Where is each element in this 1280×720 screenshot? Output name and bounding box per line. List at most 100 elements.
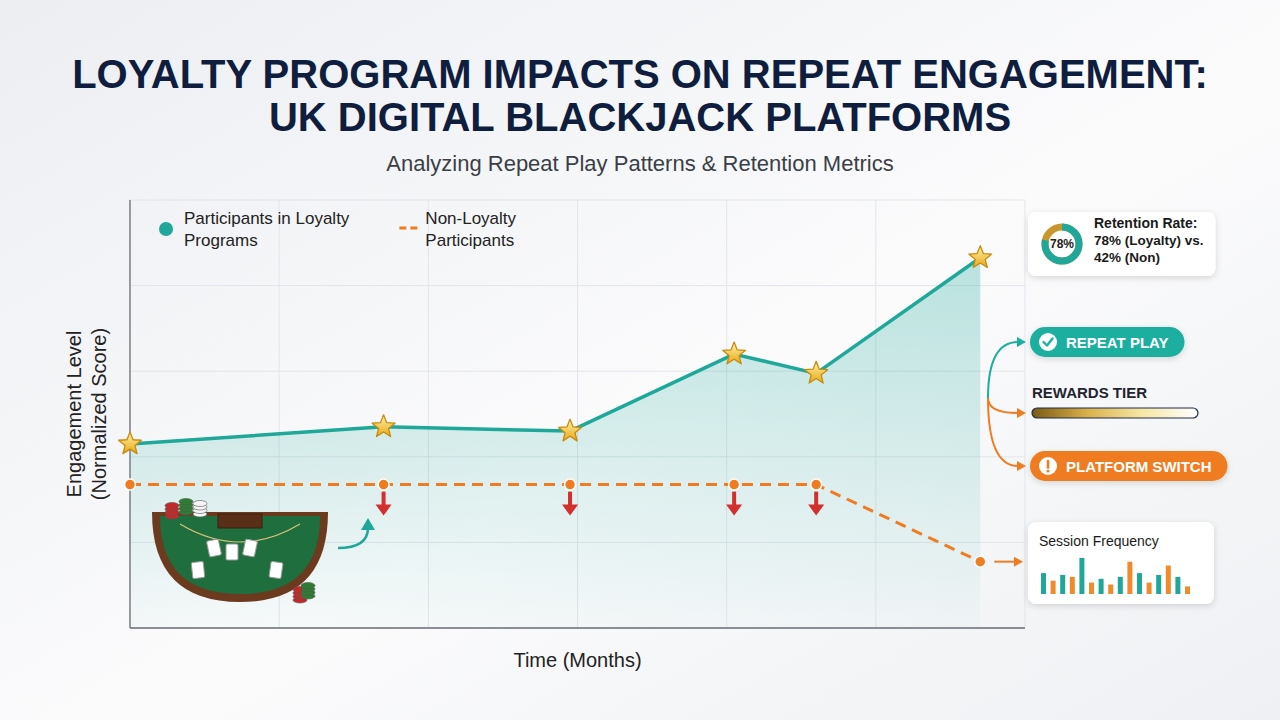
decline-arrow-head — [726, 505, 742, 516]
marker-circle — [975, 556, 986, 567]
outcome-label: REWARDS TIER — [1032, 384, 1147, 401]
marker-star — [969, 246, 992, 268]
session-bar — [1156, 575, 1161, 594]
legend-swatch — [399, 227, 419, 230]
chip — [165, 503, 179, 509]
session-bar — [1166, 566, 1171, 595]
session-bar — [1070, 577, 1075, 594]
marker-star — [372, 415, 395, 437]
connector-head — [1017, 408, 1026, 418]
decline-arrow — [568, 492, 572, 507]
session-bar — [1060, 575, 1065, 594]
legend-label: Programs — [184, 231, 258, 250]
outcome-label: PLATFORM SWITCH — [1066, 458, 1212, 475]
connector-head — [1017, 461, 1026, 471]
connector — [988, 398, 1018, 466]
x-axis-title: Time (Months) — [513, 649, 641, 671]
marker-star — [723, 342, 746, 364]
marker-circle — [811, 479, 822, 490]
table-arrow-head — [361, 518, 375, 530]
donut-label: 78% — [1050, 237, 1074, 251]
card — [226, 544, 238, 560]
chip — [193, 501, 207, 507]
title: LOYALTY PROGRAM IMPACTS ON REPEAT ENGAGE… — [72, 52, 1208, 96]
retention-line: 42% (Non) — [1094, 250, 1160, 265]
decline-arrows — [376, 492, 825, 516]
session-bar — [1099, 579, 1104, 594]
marker-star — [559, 419, 582, 441]
marker-star — [805, 361, 828, 383]
line — [130, 258, 980, 444]
session-bar — [1185, 586, 1190, 594]
session-bar — [1175, 577, 1180, 594]
marker-circle — [565, 479, 576, 490]
session-bar — [1051, 581, 1056, 594]
decline-arrow-head — [562, 505, 578, 516]
retention-title: Retention Rate: — [1094, 215, 1197, 231]
legend-label: Participants in Loyalty — [184, 209, 350, 228]
y-axis-title: Engagement Level — [63, 331, 85, 498]
outcome-pill — [1030, 327, 1185, 357]
session-bar — [1118, 577, 1123, 594]
tier-bar — [1032, 408, 1198, 418]
connector-head — [1017, 337, 1026, 347]
icon-alert — [1047, 461, 1050, 468]
background — [0, 0, 1280, 720]
chip — [301, 583, 315, 589]
legend: Participants in Loyalty Programs Non-Loyal… — [159, 209, 517, 250]
retention-card: 78% Retention Rate: 78% (Loyalty) vs. 42% (… — [1028, 212, 1216, 276]
dealer-tray — [218, 514, 262, 528]
session-title: Session Frequency — [1039, 533, 1159, 549]
decline-arrow — [382, 492, 386, 507]
connectors — [988, 337, 1026, 471]
grid-line-x — [1025, 200, 1026, 628]
session-bar — [1137, 573, 1142, 594]
title: UK DIGITAL BLACKJACK PLATFORMS — [269, 95, 1011, 139]
markers — [119, 246, 992, 567]
session-bar — [1041, 573, 1046, 594]
marker-circle — [378, 479, 389, 490]
session-bar — [1127, 562, 1132, 594]
area — [130, 258, 980, 628]
outcome-icon — [1039, 333, 1057, 351]
outcomes: REPEAT PLAY REWARDS TIER PLATFORM SWITCH — [1030, 327, 1228, 481]
outcome-label: REPEAT PLAY — [1066, 334, 1169, 351]
donut-track — [1045, 227, 1079, 261]
session-bar — [1079, 558, 1084, 594]
session-bar — [1147, 583, 1152, 594]
chart: LOYALTY PROGRAM IMPACTS ON REPEAT ENGAGE… — [0, 0, 1280, 720]
legend-label: Non-Loyalty — [425, 209, 516, 228]
decline-arrow — [814, 492, 818, 507]
session-card: Session Frequency — [1028, 522, 1214, 604]
retention-card-bg — [1028, 212, 1216, 276]
y-axis-title: (Normalized Score) — [88, 328, 110, 500]
table-rim — [152, 512, 328, 602]
decline-arrow — [732, 492, 736, 507]
card-arrow — [994, 561, 1016, 563]
y-axis-title-group: Engagement Level(Normalized Score) — [63, 328, 110, 500]
decline-arrow-head — [808, 505, 824, 516]
plot-area — [130, 258, 980, 628]
connector — [988, 342, 1018, 398]
retention-line: 78% (Loyalty) vs. — [1094, 233, 1204, 248]
legend-swatch — [159, 222, 173, 236]
chip — [179, 499, 193, 505]
session-bar — [1108, 585, 1113, 595]
outcome-icon — [1039, 457, 1057, 475]
subtitle: Analyzing Repeat Play Patterns & Retenti… — [386, 151, 893, 176]
connector — [988, 398, 1018, 413]
card — [206, 539, 221, 557]
decline-arrow-head — [376, 505, 392, 516]
session-bar — [1089, 583, 1094, 594]
donut-arc — [1045, 227, 1079, 261]
blackjack-table — [152, 499, 375, 604]
marker-star — [119, 432, 142, 454]
outcome-pill — [1030, 451, 1228, 481]
card-arrow-head — [1014, 557, 1023, 567]
session-card-bg — [1028, 522, 1214, 604]
marker-circle — [729, 479, 740, 490]
legend-label: Participants — [425, 231, 514, 250]
icon-alert-dot — [1047, 470, 1050, 473]
marker-circle — [125, 479, 136, 490]
card — [269, 561, 283, 579]
